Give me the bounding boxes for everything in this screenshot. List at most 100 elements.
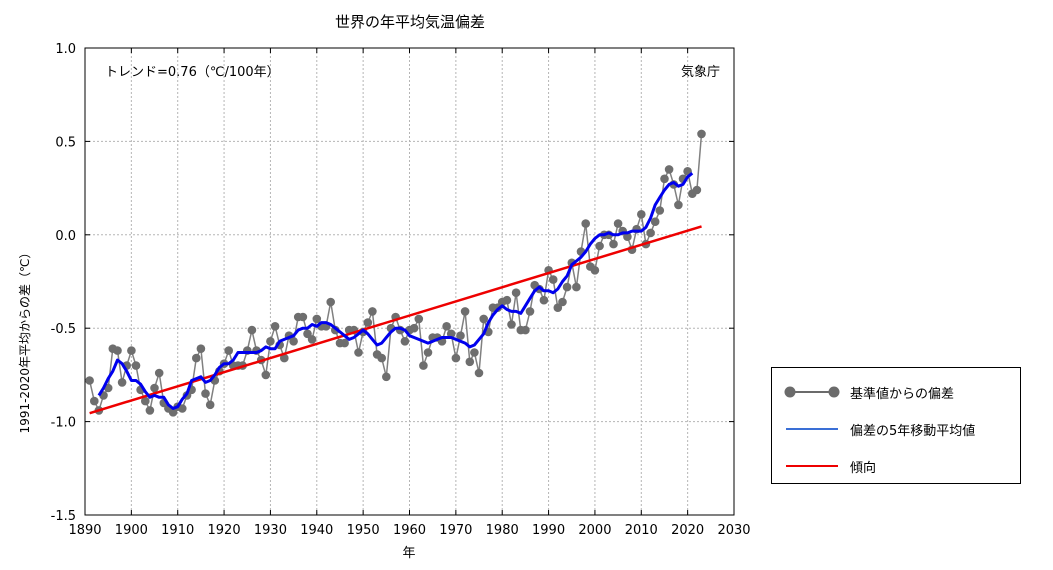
trend-annotation: トレンド=0.76（℃/100年） — [105, 65, 280, 80]
data-point-deviation — [377, 353, 387, 363]
data-point-deviation — [326, 297, 336, 307]
data-point-deviation — [117, 378, 127, 387]
data-point-deviation — [479, 314, 489, 324]
data-point-deviation — [465, 357, 475, 367]
data-point-deviation — [298, 312, 308, 322]
data-point-deviation — [85, 376, 94, 385]
data-point-deviation — [507, 320, 516, 329]
data-point-deviation — [650, 217, 660, 226]
data-point-deviation — [456, 331, 465, 341]
x-tick-label: 1960 — [393, 523, 426, 538]
data-point-deviation — [558, 297, 567, 307]
data-point-deviation — [307, 335, 317, 344]
data-point-deviation — [382, 372, 391, 382]
x-tick-label: 1910 — [161, 523, 194, 538]
data-point-deviation — [442, 322, 451, 331]
data-point-deviation — [692, 185, 702, 195]
y-tick-label: 1.0 — [55, 42, 76, 57]
y-axis-label: 1991-2020年平均からの差（℃） — [18, 247, 32, 434]
data-point-deviation — [646, 228, 655, 238]
data-point-deviation — [141, 396, 150, 406]
data-point-deviation — [247, 325, 257, 335]
data-point-deviation — [613, 219, 623, 228]
data-point-deviation — [446, 329, 456, 339]
data-point-deviation — [312, 314, 322, 324]
y-tick-label: -1.0 — [51, 416, 76, 431]
data-point-deviation — [655, 206, 665, 215]
x-tick-label: 1940 — [300, 523, 333, 538]
x-tick-label: 1890 — [68, 523, 101, 538]
data-point-deviation — [354, 348, 363, 357]
data-point-deviation — [261, 370, 271, 380]
x-tick-label: 1980 — [486, 523, 519, 538]
grid — [85, 48, 734, 515]
data-point-deviation — [451, 353, 461, 363]
data-point-deviation — [154, 368, 164, 378]
data-point-deviation — [340, 338, 349, 348]
data-point-deviation — [178, 404, 187, 413]
x-tick-label: 1990 — [532, 523, 565, 538]
x-axis-label: 年 — [402, 546, 415, 561]
data-point-deviation — [664, 165, 674, 174]
data-point-deviation — [590, 266, 600, 275]
legend-swatch-moving-average — [786, 428, 838, 430]
legend-swatch-trend — [786, 465, 838, 467]
series-line-deviation — [88, 133, 703, 414]
data-point-deviation — [414, 314, 424, 324]
data-point-deviation — [423, 348, 433, 357]
data-point-deviation — [201, 389, 210, 398]
data-point-deviation — [266, 337, 275, 346]
x-tick-label: 2030 — [717, 523, 750, 538]
series-line-moving-average — [97, 172, 694, 410]
data-point-deviation — [548, 275, 558, 284]
data-point-deviation — [502, 295, 512, 305]
data-point-deviation — [623, 232, 632, 241]
data-point-deviation — [419, 361, 428, 370]
data-point-deviation — [525, 307, 535, 316]
x-tick-label: 2010 — [625, 523, 658, 538]
legend-item-moving-average: 偏差の5年移動平均値 — [772, 414, 1020, 444]
data-point-deviation — [280, 353, 289, 363]
y-tick-label: -0.5 — [51, 322, 76, 337]
data-point-deviation — [205, 400, 215, 410]
data-point-deviation — [363, 318, 373, 327]
data-point-deviation — [572, 282, 581, 292]
data-point-deviation — [289, 337, 298, 346]
y-tick-label: 0.0 — [55, 229, 76, 244]
data-point-deviation — [113, 346, 122, 355]
x-tick-label: 1900 — [115, 523, 148, 538]
data-point-deviation — [553, 303, 563, 313]
data-point-deviation — [460, 307, 470, 316]
data-point-deviation — [409, 323, 419, 333]
data-point-deviation — [196, 344, 206, 354]
data-point-deviation — [660, 174, 669, 184]
x-tick-label: 2020 — [671, 523, 704, 538]
legend-swatch-deviation — [784, 386, 840, 398]
data-point-deviation — [192, 353, 201, 363]
series — [85, 129, 706, 417]
y-tick-label: 0.5 — [55, 135, 76, 150]
x-tick-label: 1930 — [254, 523, 287, 538]
data-point-deviation — [581, 219, 590, 228]
legend-label-deviation: 基準値からの偏差 — [850, 387, 955, 402]
data-point-deviation — [145, 406, 155, 415]
source-annotation: 気象庁 — [681, 64, 720, 80]
x-tick-label: 1970 — [439, 523, 472, 538]
legend-label-trend: 傾向 — [850, 461, 877, 476]
data-point-deviation — [674, 200, 683, 210]
series-line-trend — [89, 225, 702, 415]
data-point-deviation — [539, 295, 549, 305]
data-point-deviation — [224, 346, 233, 355]
data-point-deviation — [400, 337, 410, 346]
data-point-deviation — [521, 325, 530, 335]
data-point-deviation — [595, 241, 604, 251]
y-tick-label: -1.5 — [51, 509, 76, 524]
x-tick-label: 2000 — [578, 523, 611, 538]
legend-label-moving-average: 偏差の5年移動平均値 — [850, 424, 976, 439]
data-point-deviation — [474, 368, 484, 378]
data-point-deviation — [90, 396, 99, 406]
data-point-deviation — [562, 282, 572, 292]
data-point-deviation — [270, 322, 280, 331]
